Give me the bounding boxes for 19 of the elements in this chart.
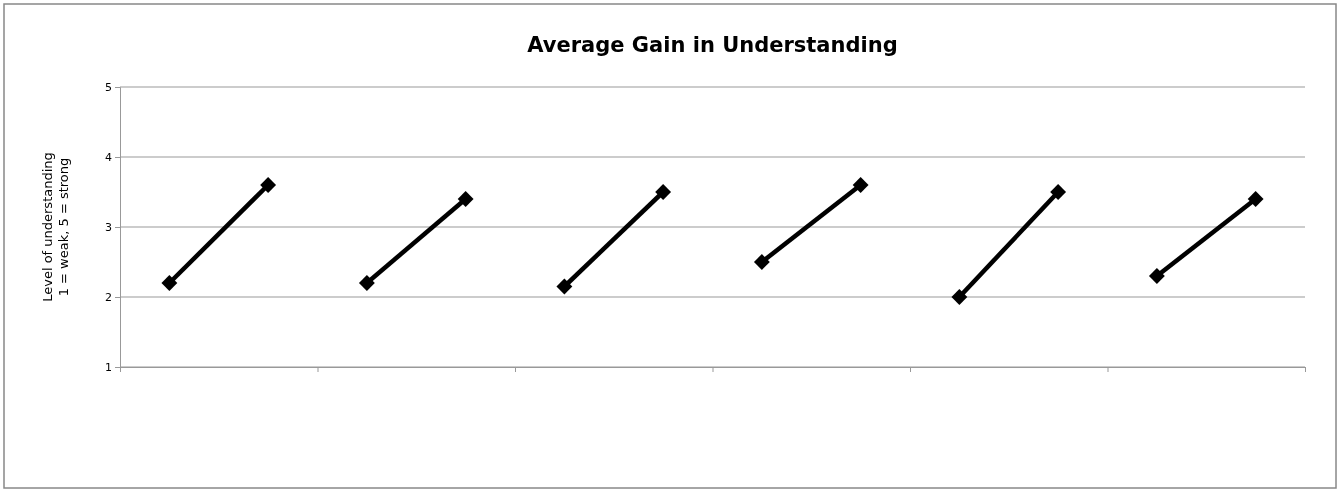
point	[358, 275, 375, 291]
y-tick-label: 5	[105, 81, 112, 95]
point	[260, 177, 277, 193]
y-axis-title: Level of understanding 1 = weak, 5 = strong	[40, 152, 71, 302]
point	[655, 184, 672, 200]
point	[161, 275, 178, 291]
chart-title: Average Gain in Understanding	[527, 33, 898, 57]
y-tick-label: 3	[105, 221, 112, 235]
y-tick-label: 4	[105, 151, 112, 165]
point	[951, 289, 968, 305]
point	[852, 177, 869, 193]
y-tick-label: 2	[105, 291, 112, 305]
point	[1148, 268, 1165, 284]
point	[753, 254, 770, 270]
point	[457, 191, 474, 207]
y-tick-label: 1	[105, 361, 112, 375]
point	[556, 278, 573, 295]
point	[1247, 191, 1264, 207]
point	[1050, 184, 1067, 200]
